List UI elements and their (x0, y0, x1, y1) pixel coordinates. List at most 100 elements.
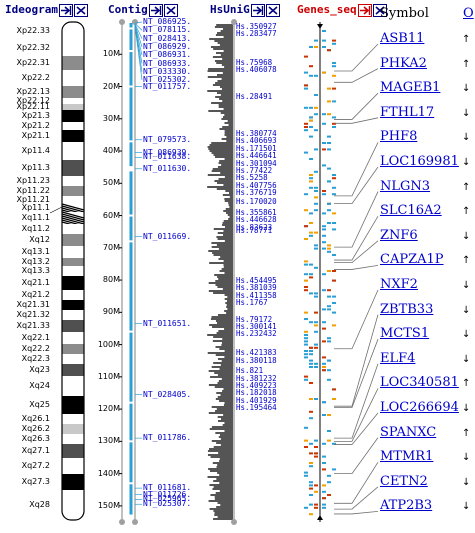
gene-symbol-link[interactable]: ZNF6 (380, 227, 418, 243)
hsunig-link[interactable]: Hs.355861 (236, 208, 277, 218)
hsunig-density-bar (227, 120, 233, 122)
hsunig-density-bar (215, 354, 233, 356)
gene-symbol-link[interactable]: LOC169981 (380, 154, 459, 169)
hsunig-link[interactable]: Hs.421383 (236, 348, 277, 358)
hsunig-link[interactable]: Hs.170020 (236, 196, 277, 206)
hsunig-link[interactable]: Hs.406693 (236, 136, 277, 146)
contig-link[interactable]: NT_025307. (143, 499, 192, 509)
contig-link[interactable]: NT_086925. (143, 17, 192, 26)
gene-symbol-link[interactable]: FTHL17 (380, 104, 435, 120)
hsunig-link[interactable]: Hs.406078 (236, 65, 277, 75)
gene-symbol-link[interactable]: MAGEB1 (380, 80, 441, 96)
contig-link[interactable]: NT_011651. (143, 318, 192, 328)
hsunig-link[interactable]: Hs.409223 (236, 380, 277, 390)
hsunig-link[interactable]: Hs.454495 (236, 275, 277, 285)
contig-move-button[interactable] (148, 3, 163, 17)
hsunig-link[interactable]: Hs.75968 (236, 58, 273, 68)
gene-symbol-link[interactable]: SPANXC (380, 424, 437, 440)
gene-symbol-link[interactable]: NLGN3 (380, 178, 431, 194)
gene-symbol-link[interactable]: ASB11 (380, 31, 425, 46)
contig-link[interactable]: NT_086933. (143, 58, 192, 68)
hsunig-link[interactable]: Hs.171501 (236, 143, 277, 153)
gene-symbol-link[interactable]: NXF2 (380, 277, 418, 292)
contig-close-button[interactable] (163, 3, 178, 17)
hsunig-link[interactable]: Hs.195464 (236, 403, 277, 413)
hsunig-link[interactable]: Hs.401929 (236, 395, 277, 405)
gene-symbol-link[interactable]: MTMR1 (380, 449, 434, 465)
hsunig-link[interactable]: Hs.380118 (236, 355, 277, 365)
genes-seq-move-button[interactable] (357, 3, 372, 17)
band-label: Xq13.1 (21, 247, 50, 256)
contig-link[interactable]: NT_011726. (143, 489, 192, 499)
hsunig-link[interactable]: Hs.411358 (236, 290, 277, 300)
gene-symbol-link[interactable]: PHF8 (380, 129, 418, 145)
contig-link[interactable]: NT_079573. (143, 134, 192, 144)
hsunig-link[interactable]: Hs.300141 (236, 321, 277, 331)
hsunig-density-bar (210, 318, 233, 320)
hsunig-link[interactable]: Hs.1767 (236, 298, 268, 308)
hsunig-link[interactable]: Hs.83623 (236, 222, 273, 232)
orientation-header-link[interactable]: O (463, 6, 474, 21)
contig-link[interactable]: NT_033330. (143, 66, 192, 76)
gene-symbol-link[interactable]: LOC340581 (380, 375, 459, 391)
contig-link[interactable]: NT_086939. (143, 147, 192, 157)
hsunig-density-bar (217, 182, 233, 184)
contig-link[interactable]: NT_028405. (143, 389, 192, 399)
contig-link[interactable]: NT_011681. (143, 483, 192, 493)
hsunig-link[interactable]: Hs.446641 (236, 151, 277, 161)
hsunig-move-button[interactable] (250, 3, 265, 17)
contig-link[interactable]: NT_011786. (143, 433, 192, 443)
contig-leader (134, 23, 143, 39)
hsunig-link[interactable]: Hs.78771 (236, 225, 273, 235)
ideogram-move-button[interactable] (58, 3, 73, 17)
hsunig-link[interactable]: Hs.380774 (236, 129, 277, 139)
contig-link[interactable]: NT_086931. (143, 50, 192, 60)
hsunig-link[interactable]: Hs.407756 (236, 180, 277, 190)
gene-symbol-link[interactable]: ATP2B3 (380, 498, 433, 514)
hsunig-link[interactable]: Hs.77422 (236, 166, 273, 176)
contig-link[interactable]: NT_011669. (143, 231, 192, 241)
contig-link[interactable]: NT_011757. (143, 81, 192, 91)
ideogram-band (62, 444, 84, 458)
gene-symbol-link[interactable]: ZBTB33 (380, 301, 434, 317)
gene-symbol-link[interactable]: PHKA2 (380, 55, 427, 71)
hsunig-link[interactable]: Hs.5258 (236, 173, 268, 183)
gene-symbol-link[interactable]: CAPZA1P (380, 252, 444, 268)
gene-symbol-link[interactable]: SLC16A2 (380, 203, 442, 219)
hsunig-density-bar (221, 64, 233, 66)
hsunig-link[interactable]: Hs.79172 (236, 314, 273, 324)
hsunig-close-button[interactable] (265, 3, 280, 17)
hsunig-link[interactable]: Hs.381039 (236, 283, 277, 293)
gene-symbol-link[interactable]: ELF4 (380, 350, 416, 366)
genes-seq-close-button[interactable] (372, 3, 387, 17)
gene-feature (309, 442, 313, 445)
hsunig-link[interactable]: Hs.381232 (236, 373, 277, 383)
hsunig-link[interactable]: Hs.182018 (236, 388, 277, 398)
contig-link[interactable]: NT_025302. (143, 75, 192, 85)
contig-link[interactable]: NT_011630. (143, 163, 192, 173)
gene-feature (332, 254, 336, 256)
gene-feature (309, 74, 313, 77)
gene-symbol-link[interactable]: LOC266694 (380, 400, 459, 415)
hsunig-link[interactable]: Hs.446628 (236, 215, 277, 225)
gene-symbol-link[interactable]: CETN2 (380, 473, 428, 489)
hsunig-density-bar (224, 134, 233, 136)
gene-feature (322, 327, 326, 330)
hsunig-link[interactable]: Hs.376719 (236, 188, 277, 198)
hsunig-link[interactable]: Hs.283477 (236, 29, 277, 39)
contig-link[interactable]: NT_025965. (143, 494, 192, 504)
gene-symbol-link[interactable]: MCTS1 (380, 326, 430, 342)
hsunig-link[interactable]: Hs.821 (236, 366, 264, 376)
ideogram-close-button[interactable] (73, 3, 88, 17)
contig-link[interactable]: NT_011638. (143, 152, 192, 162)
contig-link[interactable]: NT_086929. (143, 41, 192, 51)
hsunig-density-bar (217, 516, 233, 518)
hsunig-link[interactable]: Hs.301094 (236, 158, 277, 168)
hsunig-link[interactable]: Hs.28491 (236, 91, 273, 101)
hsunig-link[interactable]: Hs.350927 (236, 21, 277, 31)
gene-feature (304, 84, 308, 87)
contig-link[interactable]: NT_078115. (143, 25, 192, 35)
contig-link[interactable]: NT_028413. (143, 33, 192, 43)
hsunig-density-bar (219, 86, 233, 88)
hsunig-link[interactable]: Hs.232432 (236, 329, 277, 339)
